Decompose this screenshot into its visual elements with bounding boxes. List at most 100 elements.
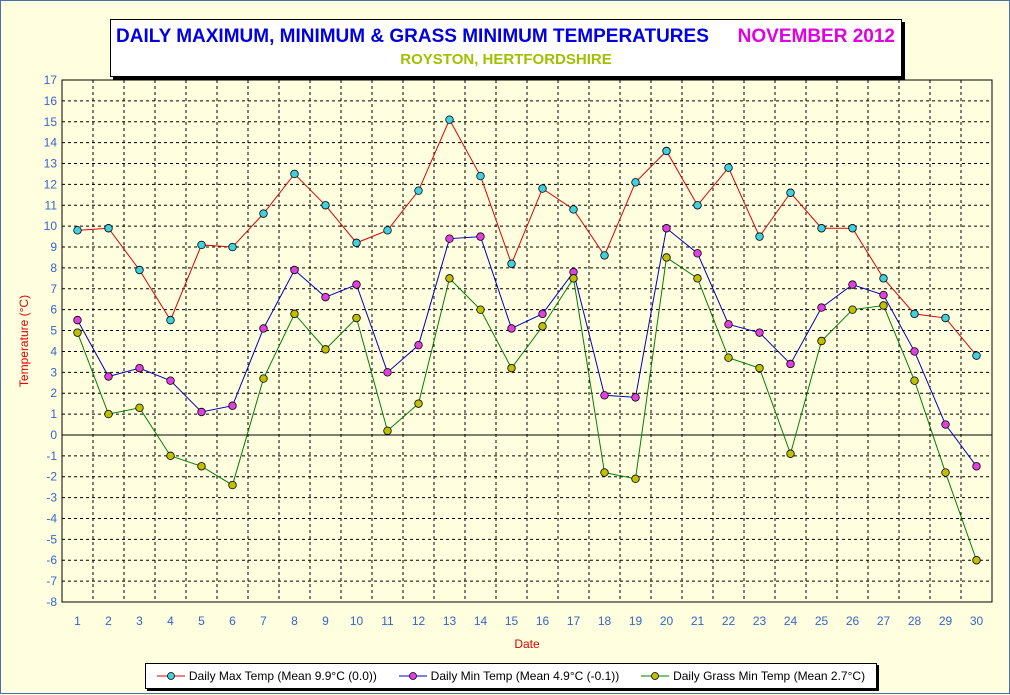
series-2-point xyxy=(445,234,454,243)
x-axis-label: Date xyxy=(514,637,540,651)
x-tick-label: 22 xyxy=(722,614,736,628)
series-3-point xyxy=(755,363,764,373)
series-3-point xyxy=(445,274,454,283)
series-2-point xyxy=(879,290,888,300)
series-3-point xyxy=(786,449,795,458)
legend-label: Daily Max Temp (Mean 9.9°C (0.0)) xyxy=(188,669,377,683)
series-1-point xyxy=(166,315,175,325)
series-2-point xyxy=(662,224,671,233)
series-1-point xyxy=(290,169,299,179)
x-tick-label: 12 xyxy=(412,614,426,628)
y-tick-label: 15 xyxy=(44,115,58,129)
y-tick-label: -5 xyxy=(46,532,57,546)
series-line-1 xyxy=(77,118,977,356)
series-1-point xyxy=(538,184,547,193)
series-2-point xyxy=(476,232,485,241)
series-1-point xyxy=(631,178,640,187)
y-tick-label: 8 xyxy=(50,261,57,275)
series-2-point xyxy=(507,324,516,333)
series-1-point xyxy=(600,251,609,260)
title-box: DAILY MAXIMUM, MINIMUM & GRASS MINIMUM T… xyxy=(110,19,902,77)
series-1-point xyxy=(879,274,888,283)
series-2-point xyxy=(197,407,206,417)
x-tick-label: 8 xyxy=(291,614,298,628)
x-tick-label: 11 xyxy=(381,614,394,628)
x-tick-label: 15 xyxy=(505,614,519,628)
series-3-point xyxy=(166,451,175,461)
series-3-point xyxy=(73,328,82,337)
legend-swatch xyxy=(641,672,670,680)
x-tick-label: 1 xyxy=(74,614,81,628)
x-tick-label: 23 xyxy=(753,614,767,628)
series-2-point xyxy=(73,315,82,325)
x-tick-label: 2 xyxy=(105,614,112,628)
y-tick-label: 2 xyxy=(50,386,57,400)
series-1-point xyxy=(755,232,764,241)
series-2-point xyxy=(166,376,175,385)
series-3-point xyxy=(817,336,826,346)
series-3-point xyxy=(848,305,857,314)
series-3-point xyxy=(693,274,702,283)
chart-title: DAILY MAXIMUM, MINIMUM & GRASS MINIMUM T… xyxy=(116,26,709,47)
x-tick-label: 4 xyxy=(167,614,174,628)
series-2-point xyxy=(414,340,423,350)
series-1-point xyxy=(848,224,857,233)
x-tick-label: 21 xyxy=(691,614,705,628)
y-axis-label: Temperature (°C) xyxy=(17,295,31,387)
plot-border xyxy=(61,79,993,603)
series-line-3 xyxy=(77,256,977,561)
legend-label: Daily Grass Min Temp (Mean 2.7°C) xyxy=(673,669,866,683)
series-1-point xyxy=(910,309,919,319)
series-1-point xyxy=(321,201,330,210)
x-tick-label: 9 xyxy=(322,614,329,628)
x-tick-label: 16 xyxy=(536,614,550,628)
series-2-point xyxy=(600,391,609,400)
series-2-point xyxy=(693,249,702,258)
series-2-point xyxy=(972,462,981,471)
series-2-point xyxy=(290,265,299,275)
series-2-point xyxy=(724,320,733,329)
y-tick-label: 7 xyxy=(50,282,57,296)
legend-swatch xyxy=(398,672,427,680)
series-3-point xyxy=(321,345,330,354)
x-tick-label: 7 xyxy=(260,614,267,628)
series-1-point xyxy=(476,171,485,181)
chart-month: NOVEMBER 2012 xyxy=(737,26,895,47)
series-3-point xyxy=(352,313,361,323)
series-1-point xyxy=(786,188,795,197)
x-tick-label: 17 xyxy=(567,614,581,628)
series-3-point xyxy=(228,480,237,490)
y-tick-label: 1 xyxy=(50,407,57,421)
y-tick-label: -8 xyxy=(46,595,57,609)
legend-swatch xyxy=(156,672,185,680)
series-1-point xyxy=(972,351,981,360)
x-tick-label: 24 xyxy=(784,614,798,628)
y-tick-label: 17 xyxy=(44,73,58,87)
x-tick-label: 14 xyxy=(474,614,488,628)
y-tick-label: -2 xyxy=(46,470,57,484)
series-2-point xyxy=(910,347,919,356)
series-3-point xyxy=(476,305,485,314)
series-3-point xyxy=(724,353,733,362)
series-1-point xyxy=(104,224,113,233)
legend-label: Daily Min Temp (Mean 4.9°C (-0.1)) xyxy=(430,669,620,683)
series-2-point xyxy=(383,368,392,377)
y-tick-label: -1 xyxy=(46,449,57,463)
series-1-point xyxy=(135,265,144,275)
series-3-point xyxy=(135,403,144,413)
series-3-point xyxy=(197,462,206,471)
y-tick-label: 14 xyxy=(44,136,58,150)
x-tick-label: 19 xyxy=(629,614,643,628)
series-1-point xyxy=(383,226,392,235)
series-2-point xyxy=(228,401,237,410)
series-2-point xyxy=(786,359,795,369)
y-tick-label: 12 xyxy=(44,177,58,191)
y-tick-label: 5 xyxy=(50,324,57,338)
legend-item: Daily Grass Min Temp (Mean 2.7°C) xyxy=(641,669,865,683)
series-2-point xyxy=(259,324,268,333)
y-tick-label: 0 xyxy=(50,428,57,442)
series-1-point xyxy=(724,163,733,172)
x-tick-label: 6 xyxy=(229,614,236,628)
